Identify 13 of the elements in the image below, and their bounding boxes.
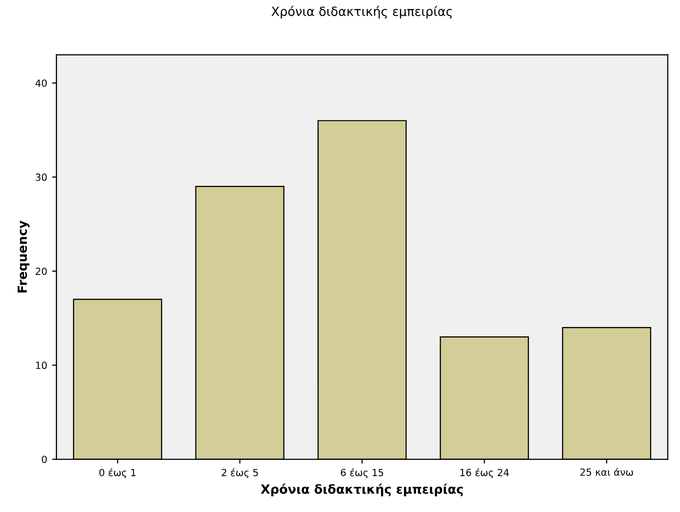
x-tick-label: 6 έως 15 [340, 468, 384, 478]
y-tick-label: 0 [42, 456, 47, 464]
x-axis-title: Χρόνια διδακτικής εμπειρίας [260, 484, 463, 496]
x-tick-label: 25 και άνω [580, 468, 633, 476]
y-tick-label: 30 [36, 174, 47, 181]
x-tick-label: 16 έως 24 [460, 468, 509, 478]
y-tick-label: 40 [36, 79, 47, 87]
x-tick-label: 2 έως 5 [222, 468, 258, 478]
y-tick-label: 10 [36, 362, 47, 370]
y-axis-title: Frequency [18, 220, 30, 292]
x-tick-label: 0 έως 1 [99, 468, 136, 478]
y-tick-label: 20 [36, 268, 47, 275]
chart-title: Χρόνια διδακτικής εμπειρίας [271, 6, 452, 19]
